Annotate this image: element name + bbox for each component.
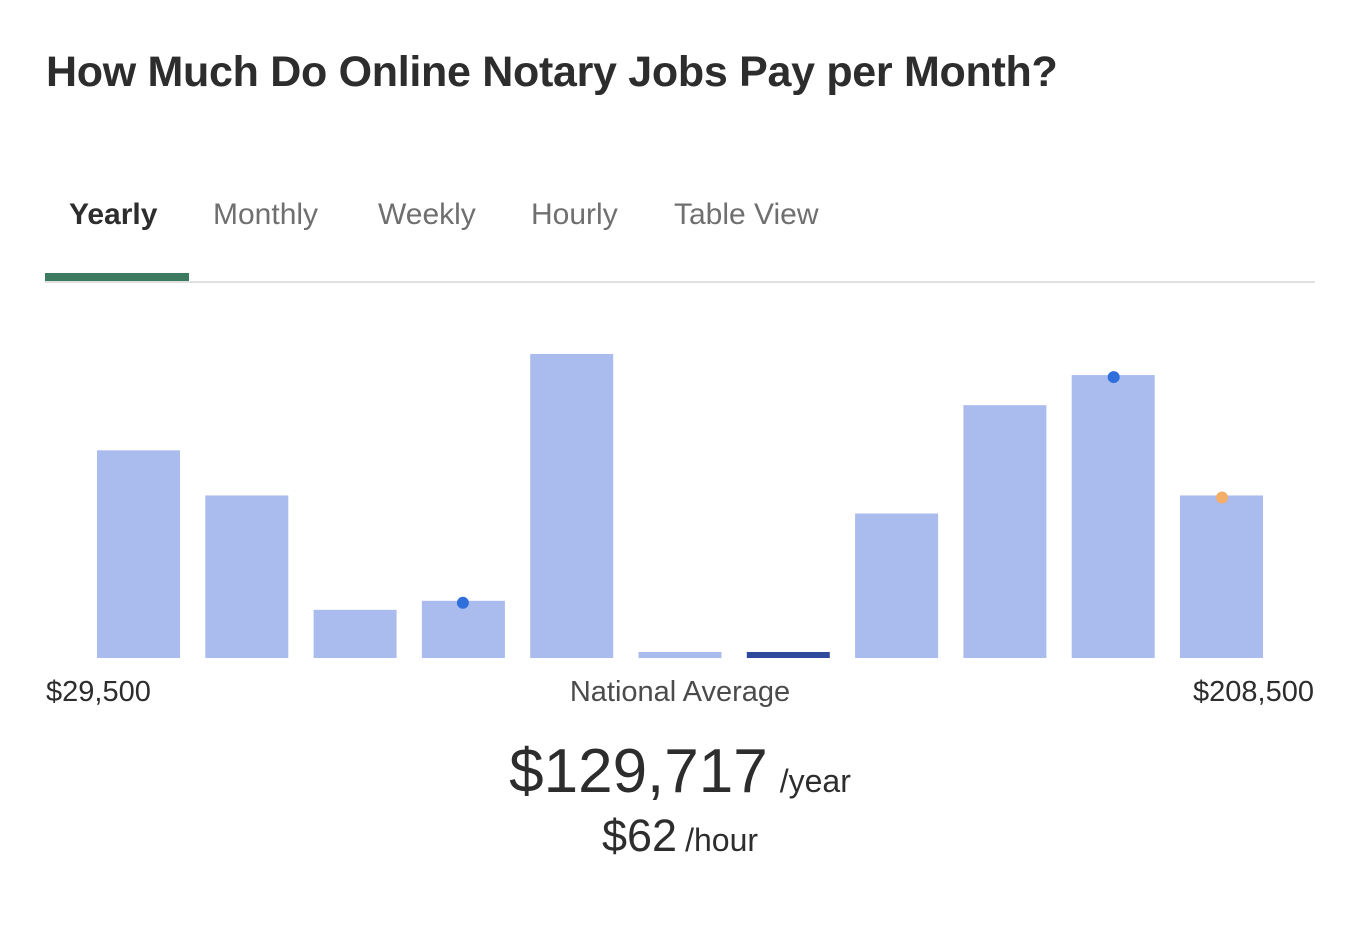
bar-national-average xyxy=(746,651,830,658)
salary-distribution-chart xyxy=(97,354,1263,658)
pay-period-tabs: Yearly Monthly Weekly Hourly Table View xyxy=(45,190,1315,283)
marker-dot-3 xyxy=(1216,491,1228,504)
hourly-salary: $62/hour xyxy=(0,810,1360,862)
x-axis-max-label: $208,500 xyxy=(1193,676,1314,708)
bar-4 xyxy=(421,600,505,658)
bar-5 xyxy=(530,354,614,658)
yearly-salary-value: $129,717 xyxy=(509,737,768,806)
bar-1 xyxy=(97,450,180,658)
bar-8 xyxy=(855,513,939,658)
active-tab-indicator xyxy=(45,273,189,281)
marker-dot-1 xyxy=(456,596,469,609)
tab-yearly[interactable]: Yearly xyxy=(69,198,158,231)
x-axis-min-label: $29,500 xyxy=(46,676,151,708)
tab-table-view[interactable]: Table View xyxy=(674,198,819,231)
bar-11 xyxy=(1180,495,1263,658)
bar-9 xyxy=(963,405,1047,658)
tab-monthly[interactable]: Monthly xyxy=(213,198,319,231)
yearly-salary: $129,717/year xyxy=(0,736,1360,807)
page-title: How Much Do Online Notary Jobs Pay per M… xyxy=(46,48,1058,96)
hourly-salary-unit: /hour xyxy=(685,822,759,858)
national-average-caption-text: National Average xyxy=(569,676,791,708)
hourly-salary-value: $62 xyxy=(601,810,678,861)
bar-2 xyxy=(205,495,289,658)
marker-dot-2 xyxy=(1107,371,1120,384)
tab-weekly[interactable]: Weekly xyxy=(378,198,476,231)
bar-6 xyxy=(638,651,722,658)
tab-hourly[interactable]: Hourly xyxy=(531,198,618,231)
yearly-salary-unit: /year xyxy=(779,763,851,799)
bar-10 xyxy=(1071,375,1155,658)
bar-3 xyxy=(313,609,397,658)
national-average-caption: National Average xyxy=(0,676,1360,709)
